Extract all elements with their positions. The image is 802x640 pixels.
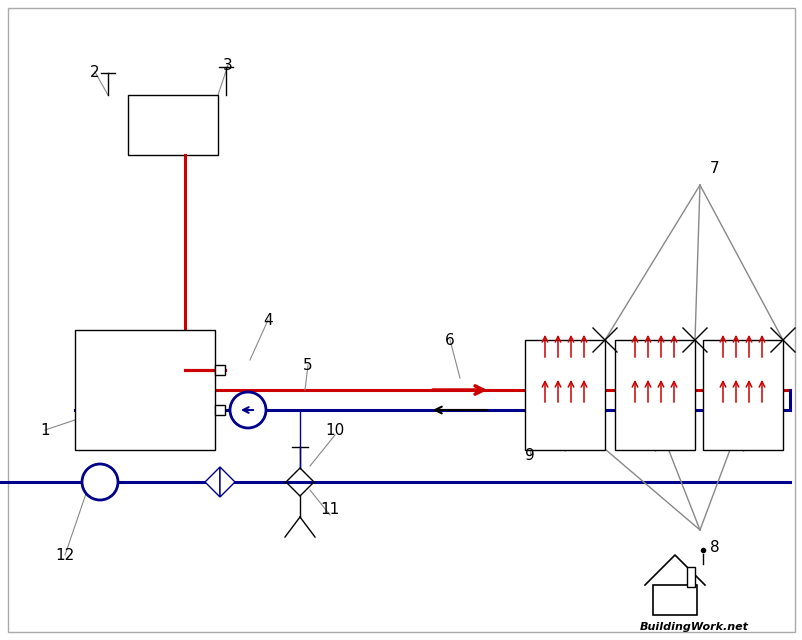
Polygon shape — [220, 467, 235, 497]
Bar — [75, 330, 215, 450]
Text: 11: 11 — [320, 502, 339, 518]
Bar — [614, 340, 695, 450]
Bar — [215, 365, 225, 375]
Bar — [652, 585, 696, 615]
Bar — [702, 340, 782, 450]
Circle shape — [229, 392, 265, 428]
Text: 10: 10 — [325, 422, 344, 438]
Text: BuildingWork.net: BuildingWork.net — [639, 622, 748, 632]
Text: 12: 12 — [55, 547, 75, 563]
Bar — [215, 405, 225, 415]
Text: 2: 2 — [90, 65, 99, 79]
Text: 7: 7 — [709, 161, 719, 175]
Text: 6: 6 — [444, 333, 454, 348]
Bar — [687, 567, 695, 587]
Text: 8: 8 — [709, 541, 719, 556]
Text: 9: 9 — [525, 447, 534, 463]
Text: 5: 5 — [303, 358, 313, 372]
Bar — [128, 95, 217, 155]
Circle shape — [82, 464, 118, 500]
Text: 1: 1 — [40, 422, 50, 438]
Polygon shape — [205, 467, 220, 497]
Bar — [525, 340, 604, 450]
Text: 3: 3 — [223, 58, 233, 72]
Text: 4: 4 — [263, 312, 273, 328]
